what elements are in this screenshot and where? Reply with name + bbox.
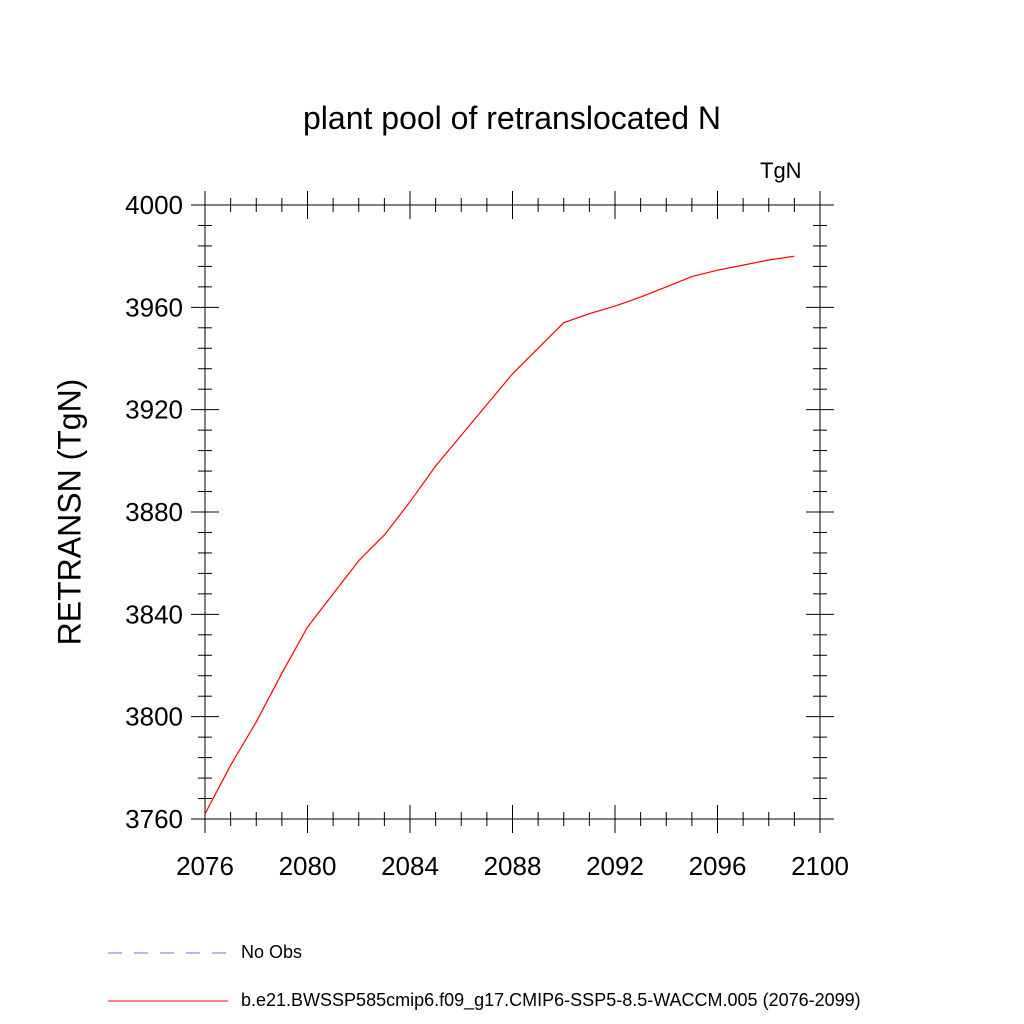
x-tick-label-1: 2080: [279, 851, 337, 881]
legend-label-model-run: b.e21.BWSSP585cmip6.f09_g17.CMIP6-SSP5-8…: [241, 990, 861, 1010]
x-tick-label-3: 2088: [484, 851, 542, 881]
x-tick-label-5: 2096: [689, 851, 747, 881]
x-tick-label-4: 2092: [586, 851, 644, 881]
units-label: TgN: [760, 158, 802, 183]
plot-frame: [204, 204, 821, 820]
y-tick-label-1: 3800: [125, 702, 183, 732]
x-tick-label-0: 2076: [176, 851, 234, 881]
x-tick-label-2: 2084: [381, 851, 439, 881]
y-tick-label-4: 3920: [125, 395, 183, 425]
legend-label-no-obs: No Obs: [241, 942, 303, 962]
y-tick-label-2: 3840: [125, 599, 183, 629]
x-tick-label-6: 2100: [791, 851, 849, 881]
series-line-0: [204, 255, 795, 815]
y-tick-label-6: 4000: [125, 190, 183, 220]
y-tick-label-3: 3880: [125, 497, 183, 527]
y-tick-label-5: 3960: [125, 292, 183, 322]
chart-title: plant pool of retranslocated N: [302, 100, 722, 136]
y-tick-label-0: 3760: [125, 804, 183, 834]
